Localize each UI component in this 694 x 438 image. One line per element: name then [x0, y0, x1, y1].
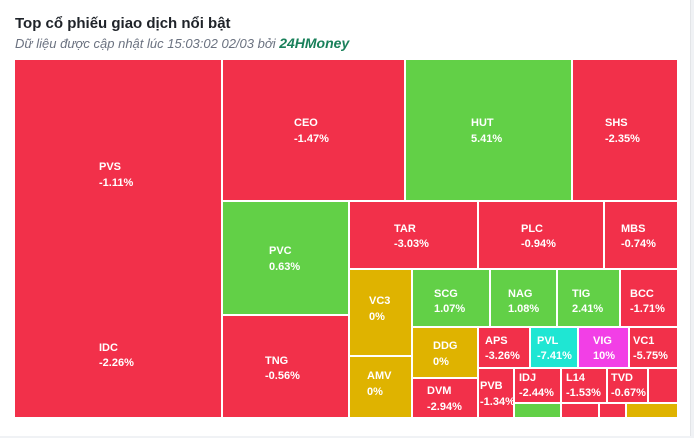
tile-change: -1.71%	[630, 303, 665, 315]
tile-change: 0%	[369, 311, 385, 323]
tile-ticker: PVS	[99, 161, 122, 173]
tile-pvs[interactable]: PVS -1.11% IDC -2.26%	[14, 59, 222, 418]
tile-change: -0.94%	[521, 238, 556, 250]
tile-ticker: CEO	[294, 117, 318, 129]
tile-ticker: PLC	[521, 223, 543, 235]
tile-vig[interactable]: VIG 10%	[578, 327, 629, 368]
tile-ticker: TIG	[572, 288, 591, 300]
tile-pvc[interactable]: PVC 0.63%	[222, 201, 349, 315]
tile-change: 0%	[367, 386, 383, 398]
tile-ticker: MBS	[621, 223, 646, 235]
tile-change: -2.94%	[427, 401, 462, 413]
tile-change: 1.07%	[434, 303, 466, 315]
tile-change: -1.11%	[99, 177, 134, 189]
tile-ticker: AMV	[367, 370, 392, 382]
tile-change: 1.08%	[508, 303, 540, 315]
tile-unlabeled[interactable]	[648, 368, 678, 403]
tile-nag[interactable]: NAG 1.08%	[490, 269, 557, 327]
tile-change: 2.41%	[572, 303, 604, 315]
tile-ticker: APS	[485, 335, 508, 347]
tile-ticker: VIG	[593, 335, 612, 347]
tile-ticker: SHS	[605, 117, 628, 129]
tile-change: -0.56%	[265, 370, 300, 382]
brand-link[interactable]: 24HMoney	[279, 35, 350, 51]
tile-change: -1.34%	[480, 396, 514, 408]
tile-tng[interactable]: TNG -0.56%	[222, 315, 349, 418]
tile-change: 10%	[593, 350, 616, 362]
tile-change: -5.75%	[633, 350, 668, 362]
tile-ticker: PVB	[480, 380, 503, 392]
tile-pvl[interactable]: PVL -7.41%	[530, 327, 578, 368]
tile-mbs[interactable]: MBS -0.74%	[604, 201, 678, 269]
tile-tig[interactable]: TIG 2.41%	[557, 269, 620, 327]
tile-unlabeled[interactable]	[599, 403, 626, 418]
update-text: Dữ liệu được cập nhật lúc 15:03:02 02/03…	[15, 36, 276, 51]
tile-change: -3.03%	[394, 238, 429, 250]
tile-change: -0.74%	[621, 238, 656, 250]
tile-ticker: L14	[566, 372, 585, 384]
tile-hut[interactable]: HUT 5.41%	[405, 59, 572, 201]
tile-ticker: TAR	[394, 223, 416, 235]
tile-change: -1.47%	[294, 133, 329, 145]
tile-ticker: VC3	[369, 295, 391, 307]
tile-unlabeled[interactable]	[514, 403, 561, 418]
tile-ticker: DVM	[427, 385, 452, 397]
tile-ticker: HUT	[471, 117, 494, 129]
tile-change: -1.53%	[566, 387, 601, 399]
tile-tar[interactable]: TAR -3.03%	[349, 201, 478, 269]
tile-change: -2.44%	[519, 387, 554, 399]
tile-plc[interactable]: PLC -0.94%	[478, 201, 604, 269]
tile-ticker: IDC	[99, 342, 118, 354]
tile-vc3[interactable]: VC3 0%	[349, 269, 412, 356]
tile-ticker: PVL	[537, 335, 559, 347]
tile-l14[interactable]: L14 -1.53%	[561, 368, 607, 403]
tile-change: -2.26%	[99, 357, 134, 369]
widget-title: Top cổ phiếu giao dịch nổi bật	[15, 15, 231, 32]
update-info: Dữ liệu được cập nhật lúc 15:03:02 02/03…	[15, 35, 349, 51]
tile-vc1[interactable]: VC1 -5.75%	[629, 327, 678, 368]
tile-shs[interactable]: SHS -2.35%	[572, 59, 678, 201]
tile-unlabeled[interactable]	[626, 403, 678, 418]
tile-ticker: PVC	[269, 245, 292, 257]
tile-ticker: TNG	[265, 355, 289, 367]
tile-ticker: IDJ	[519, 372, 537, 384]
tile-ticker: TVD	[611, 372, 633, 384]
tile-ticker: NAG	[508, 288, 533, 300]
tile-change: -2.35%	[605, 133, 640, 145]
tile-bcc[interactable]: BCC -1.71%	[620, 269, 678, 327]
tile-change: 0.63%	[269, 261, 301, 273]
tile-change: 0%	[433, 356, 449, 368]
tile-ddg[interactable]: DDG 0%	[412, 327, 478, 378]
tile-ticker: SCG	[434, 288, 458, 300]
tile-unlabeled[interactable]	[561, 403, 599, 418]
tile-change: -7.41%	[537, 350, 572, 362]
tile-scg[interactable]: SCG 1.07%	[412, 269, 490, 327]
tile-tvd[interactable]: TVD -0.67%	[607, 368, 648, 403]
tile-aps[interactable]: APS -3.26%	[478, 327, 530, 368]
tile-change: -3.26%	[485, 350, 520, 362]
tile-ticker: DDG	[433, 340, 458, 352]
tile-ticker: BCC	[630, 288, 654, 300]
tile-pvb[interactable]: PVB -1.34%	[478, 368, 514, 418]
tile-change: -0.67%	[611, 387, 646, 399]
tile-dvm[interactable]: DVM -2.94%	[412, 378, 478, 418]
tile-ticker: VC1	[633, 335, 655, 347]
tile-amv[interactable]: AMV 0%	[349, 356, 412, 418]
tile-idj[interactable]: IDJ -2.44%	[514, 368, 561, 403]
tile-change: 5.41%	[471, 133, 503, 145]
tile-ceo[interactable]: CEO -1.47%	[222, 59, 405, 201]
